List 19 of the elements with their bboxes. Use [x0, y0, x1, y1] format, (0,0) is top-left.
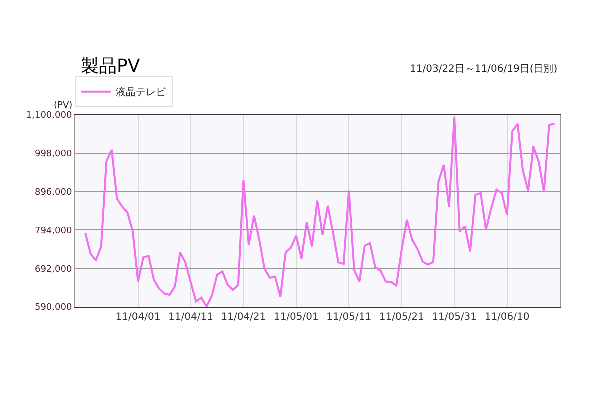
y-tick-label: 794,000 — [34, 226, 72, 236]
x-tick-label: 11/04/01 — [116, 312, 161, 323]
y-tick-label: 998,000 — [34, 150, 72, 160]
x-tick-label: 11/06/10 — [484, 312, 530, 323]
line-series — [84, 116, 556, 307]
x-tick-label: 11/04/11 — [168, 312, 214, 323]
chart-subtitle: 11/03/22日～11/06/19日(日別) — [410, 64, 558, 75]
x-tick-label: 11/05/31 — [432, 312, 478, 323]
legend-label: 液晶テレビ — [116, 86, 167, 99]
x-tick-label: 11/05/11 — [326, 312, 372, 323]
x-tick-label: 11/04/21 — [221, 312, 266, 323]
chart-title: 製品PV — [81, 56, 141, 77]
y-axis-title: (PV) — [54, 101, 73, 111]
y-tick-label: 692,000 — [34, 264, 72, 275]
y-tick-label: 590,000 — [34, 303, 72, 314]
x-tick-label: 11/05/01 — [274, 312, 319, 323]
y-tick-label: 1,100,000 — [26, 111, 72, 122]
x-tick-label: 11/05/21 — [379, 312, 424, 323]
y-tick-label: 896,000 — [34, 188, 72, 198]
